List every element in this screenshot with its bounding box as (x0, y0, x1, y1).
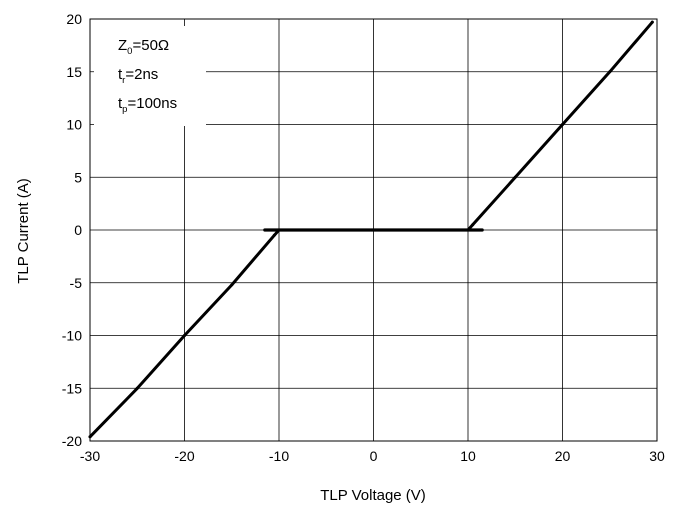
x-tick-label: 0 (370, 448, 378, 464)
x-tick-label: 30 (649, 448, 665, 464)
data-point (183, 334, 186, 337)
data-point (513, 175, 517, 179)
y-tick-label: 10 (66, 117, 82, 133)
y-tick-labels: -20 -15 -10 -5 0 5 10 15 20 (62, 11, 82, 449)
x-tick-labels: -30 -20 -10 0 10 20 30 (80, 448, 665, 464)
data-point (608, 70, 612, 74)
annotation-tr: tr=2ns (118, 66, 158, 86)
x-tick-label: -10 (269, 448, 289, 464)
data-point (372, 228, 375, 232)
x-tick-label: -20 (174, 448, 194, 464)
data-point (561, 123, 564, 126)
y-tick-label: -20 (62, 433, 82, 449)
data-point (650, 20, 654, 24)
x-tick-label: 20 (555, 448, 571, 464)
y-tick-label: 15 (66, 64, 82, 80)
annotation-z0: Z0=50Ω (118, 37, 169, 57)
plot-frame (89, 18, 658, 442)
data-point (471, 223, 475, 227)
data-point (466, 228, 470, 232)
y-tick-label: -15 (62, 380, 82, 396)
y-tick-label: 5 (74, 169, 82, 185)
data-point (277, 228, 281, 232)
data-point (88, 435, 92, 439)
y-tick-label: 20 (66, 11, 82, 27)
y-axis-label: TLP Current (A) (15, 178, 32, 284)
series-layer (88, 20, 654, 439)
data-point (272, 233, 276, 237)
data-point (230, 283, 234, 287)
annotation-tp: tp=100ns (118, 95, 177, 115)
data-point (135, 386, 139, 390)
x-axis-label: TLP Voltage (V) (320, 487, 426, 504)
y-tick-label: 0 (74, 222, 82, 238)
y-tick-label: -10 (62, 328, 82, 344)
parameter-annotation: Z0=50Ω tr=2ns tp=100ns (94, 26, 206, 126)
data-point (324, 228, 328, 232)
y-tick-label: -5 (70, 275, 83, 291)
annotation-background (94, 26, 206, 126)
x-tick-label: -30 (80, 448, 100, 464)
x-tick-label: 10 (460, 448, 476, 464)
data-point (419, 228, 423, 232)
